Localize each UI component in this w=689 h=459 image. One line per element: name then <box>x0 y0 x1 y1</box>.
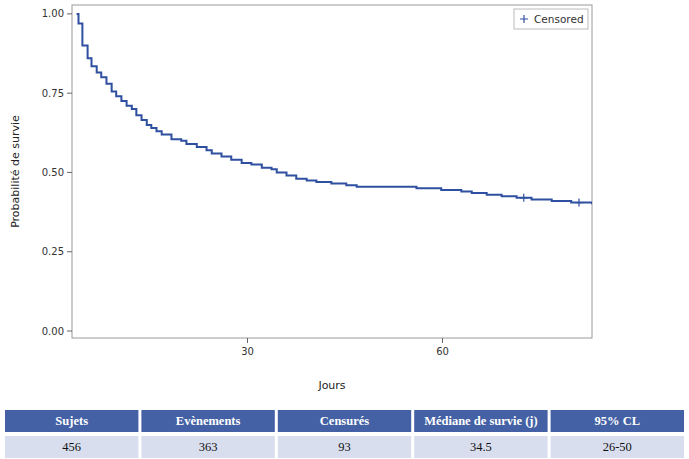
table-header-text: Médiane de survie (j) <box>424 414 538 428</box>
survival-curve <box>77 14 592 204</box>
table-cell <box>5 436 138 458</box>
plot-frame <box>72 5 592 338</box>
y-tick-label: 0.75 <box>42 88 64 99</box>
chart: 0.00 0.25 0.50 0.75 1.00 30 60 Jours Probabilité… <box>0 0 689 459</box>
table-header-cell <box>5 410 138 432</box>
y-tick-label: 0.00 <box>42 326 64 337</box>
x-tick <box>442 338 443 343</box>
table-header-text: 95% CL <box>595 414 641 428</box>
table-cell-text: 26-50 <box>603 440 632 454</box>
legend-label: Censored <box>534 13 584 25</box>
table-header-cell <box>141 410 274 432</box>
y-tick <box>67 172 72 173</box>
legend-marker <box>520 15 528 23</box>
table-cell <box>414 436 547 458</box>
table-cell <box>551 436 684 458</box>
x-tick <box>247 338 248 343</box>
censored-marker <box>575 199 583 207</box>
y-tick-label: 1.00 <box>42 8 64 19</box>
y-tick-label: 0.25 <box>42 246 64 257</box>
y-tick <box>67 93 72 94</box>
table-header-cell <box>278 410 411 432</box>
y-axis-label: Probabilité de survie <box>9 115 22 228</box>
x-tick-label: 60 <box>436 346 449 357</box>
x-tick-label: 30 <box>241 346 254 357</box>
table-header-text: Evènements <box>176 414 241 428</box>
table-cell-text: 34.5 <box>470 440 492 454</box>
table-cell-text: 456 <box>62 440 81 454</box>
y-tick-label: 0.50 <box>42 167 64 178</box>
y-tick <box>67 331 72 332</box>
plot-area <box>77 14 592 207</box>
table-header-cell <box>551 410 684 432</box>
table-cell <box>141 436 274 458</box>
y-tick <box>67 13 72 14</box>
table-header-cell <box>414 410 547 432</box>
table-cell <box>278 436 411 458</box>
y-tick <box>67 251 72 252</box>
legend-box <box>514 9 588 29</box>
table-cell-text: 93 <box>338 440 351 454</box>
censored-marker <box>520 194 528 202</box>
table-header-text: Censurés <box>320 414 369 428</box>
table-cell-text: 363 <box>199 440 218 454</box>
table-header-text: Sujets <box>55 414 88 428</box>
x-axis-label: Jours <box>317 379 345 392</box>
